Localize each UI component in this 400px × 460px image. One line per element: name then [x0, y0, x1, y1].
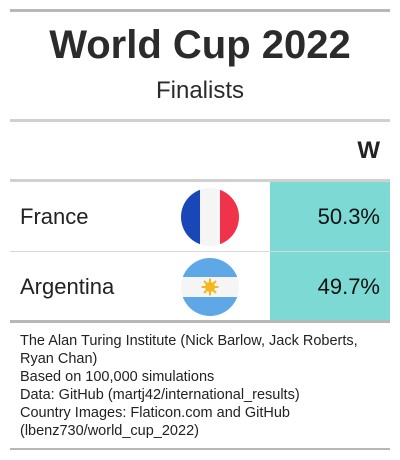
- page-title: World Cup 2022: [49, 23, 351, 67]
- table-bottom-rule: [10, 320, 390, 323]
- image-credit-note: Country Images: Flaticon.com and GitHub …: [20, 405, 290, 439]
- win-pct-value: 50.3%: [317, 204, 380, 229]
- team-name: Argentina: [20, 274, 115, 299]
- france-flag-icon: [181, 188, 239, 246]
- data-source-note: Data: GitHub (martj42/international_resu…: [20, 387, 300, 403]
- page-subtitle: Finalists: [155, 77, 245, 104]
- win-pct-cell: 50.3%: [270, 182, 390, 251]
- column-header-rule: [10, 179, 390, 182]
- credit-note: The Alan Turing Institute (Nick Barlow, …: [20, 333, 358, 367]
- footer-rule: [10, 448, 390, 450]
- simulation-note: Based on 100,000 simulations: [20, 369, 215, 385]
- source-notes: The Alan Turing Institute (Nick Barlow, …: [20, 332, 385, 440]
- team-name: France: [20, 204, 89, 229]
- top-rule: [10, 9, 390, 12]
- win-pct-cell: 49.7%: [270, 252, 390, 321]
- win-column-header: W: [357, 137, 380, 164]
- header-rule: [10, 119, 390, 122]
- win-pct-value: 49.7%: [317, 274, 380, 299]
- table-row-argentina: Argentina 49.7%: [10, 252, 390, 321]
- argentina-flag-icon: [181, 258, 239, 316]
- row-divider: [10, 251, 390, 252]
- table-row-france: France 50.3%: [10, 182, 390, 251]
